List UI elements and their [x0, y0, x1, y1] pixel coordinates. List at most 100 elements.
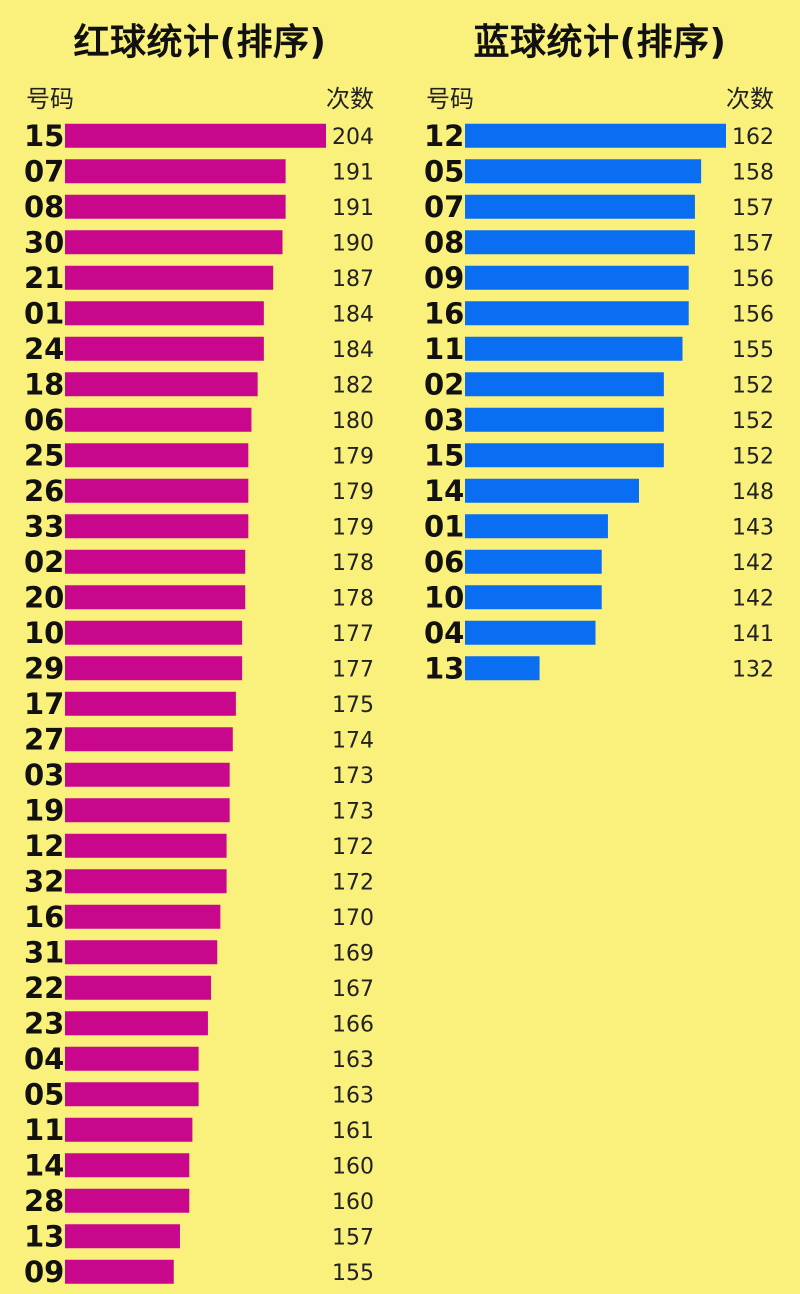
blue-count-label: 156 — [732, 267, 774, 292]
red-bar — [65, 265, 274, 290]
red-number-label: 12 — [24, 829, 64, 863]
red-number-label: 10 — [24, 616, 64, 650]
red-bar — [65, 656, 243, 681]
red-bar — [65, 975, 212, 1000]
red-bar — [65, 549, 246, 574]
red-number-label: 13 — [24, 1219, 64, 1253]
red-number-label: 25 — [24, 438, 64, 472]
blue-bar — [465, 194, 695, 219]
red-count-label: 179 — [332, 444, 374, 469]
red-number-label: 04 — [24, 1042, 64, 1076]
blue-count-label: 162 — [732, 125, 774, 150]
red-chart-title: 红球统计(排序) — [73, 22, 327, 63]
blue-number-label: 08 — [424, 225, 464, 259]
red-count-label: 191 — [332, 160, 374, 185]
blue-bar — [465, 585, 602, 610]
red-number-label: 14 — [24, 1148, 64, 1182]
red-count-label: 178 — [332, 586, 374, 611]
blue-bar — [465, 265, 689, 290]
red-bar — [65, 727, 233, 752]
blue-bar — [465, 478, 639, 503]
red-number-label: 17 — [24, 687, 64, 721]
red-bar — [65, 478, 249, 503]
red-count-label: 184 — [332, 302, 374, 327]
red-count-label: 204 — [332, 125, 374, 150]
red-number-label: 33 — [24, 509, 64, 543]
red-number-label: 19 — [24, 793, 64, 827]
red-bar — [65, 194, 286, 219]
red-count-label: 163 — [332, 1083, 374, 1108]
blue-number-label: 09 — [424, 261, 464, 295]
blue-bar — [465, 407, 664, 432]
blue-number-label: 03 — [424, 403, 464, 437]
red-count-label: 172 — [332, 835, 374, 860]
red-bar — [65, 301, 264, 326]
blue-number-label: 06 — [424, 545, 464, 579]
red-bar — [65, 585, 246, 610]
red-number-label: 15 — [24, 119, 64, 153]
red-number-label: 32 — [24, 864, 64, 898]
blue-number-label: 16 — [424, 296, 464, 330]
red-bar — [65, 762, 230, 787]
blue-number-label: 11 — [424, 332, 464, 366]
red-count-label: 161 — [332, 1119, 374, 1144]
red-count-label: 166 — [332, 1012, 374, 1037]
red-count-header: 次数 — [326, 85, 374, 113]
blue-bar — [465, 620, 596, 645]
red-bar — [65, 869, 227, 894]
red-bar — [65, 833, 227, 858]
blue-number-label: 14 — [424, 474, 464, 508]
red-count-label: 175 — [332, 693, 374, 718]
blue-count-header: 次数 — [726, 85, 774, 113]
red-count-label: 155 — [332, 1261, 374, 1286]
blue-number-label: 01 — [424, 509, 464, 543]
red-count-label: 157 — [332, 1225, 374, 1250]
red-number-label: 29 — [24, 651, 64, 685]
red-number-header: 号码 — [26, 85, 74, 113]
red-number-label: 06 — [24, 403, 64, 437]
blue-bar-chart: 12 162 05 158 07 157 08 157 09 156 16 156 11 155 02 152… — [424, 119, 774, 686]
blue-bar — [465, 123, 726, 148]
red-bar — [65, 691, 236, 716]
red-number-label: 18 — [24, 367, 64, 401]
blue-count-label: 148 — [732, 480, 774, 505]
blue-count-label: 156 — [732, 302, 774, 327]
blue-bar — [465, 443, 664, 468]
red-count-label: 179 — [332, 515, 374, 540]
red-bar — [65, 159, 286, 184]
red-number-label: 23 — [24, 1006, 64, 1040]
red-count-label: 187 — [332, 267, 374, 292]
red-count-label: 170 — [332, 906, 374, 931]
blue-count-label: 132 — [732, 657, 774, 682]
blue-number-label: 04 — [424, 616, 464, 650]
blue-number-label: 12 — [424, 119, 464, 153]
red-number-label: 02 — [24, 545, 64, 579]
red-bar — [65, 123, 326, 148]
blue-number-label: 07 — [424, 190, 464, 224]
blue-count-label: 157 — [732, 231, 774, 256]
red-bar — [65, 1082, 199, 1107]
blue-number-label: 15 — [424, 438, 464, 472]
red-count-label: 184 — [332, 338, 374, 363]
blue-count-label: 141 — [732, 622, 774, 647]
blue-number-header: 号码 — [426, 85, 474, 113]
red-bar — [65, 1153, 190, 1178]
blue-count-label: 142 — [732, 586, 774, 611]
red-bar — [65, 1117, 193, 1142]
red-count-label: 169 — [332, 941, 374, 966]
red-number-label: 22 — [24, 971, 64, 1005]
blue-bar — [465, 514, 608, 539]
blue-count-label: 155 — [732, 338, 774, 363]
red-number-label: 11 — [24, 1113, 64, 1147]
red-bar — [65, 620, 243, 645]
red-count-label: 180 — [332, 409, 374, 434]
blue-bar — [465, 230, 695, 255]
blue-number-label: 05 — [424, 154, 464, 188]
red-count-label: 179 — [332, 480, 374, 505]
red-number-label: 08 — [24, 190, 64, 224]
blue-count-label: 142 — [732, 551, 774, 576]
red-count-label: 173 — [332, 764, 374, 789]
blue-count-label: 158 — [732, 160, 774, 185]
blue-count-label: 157 — [732, 196, 774, 221]
red-bar — [65, 514, 249, 539]
